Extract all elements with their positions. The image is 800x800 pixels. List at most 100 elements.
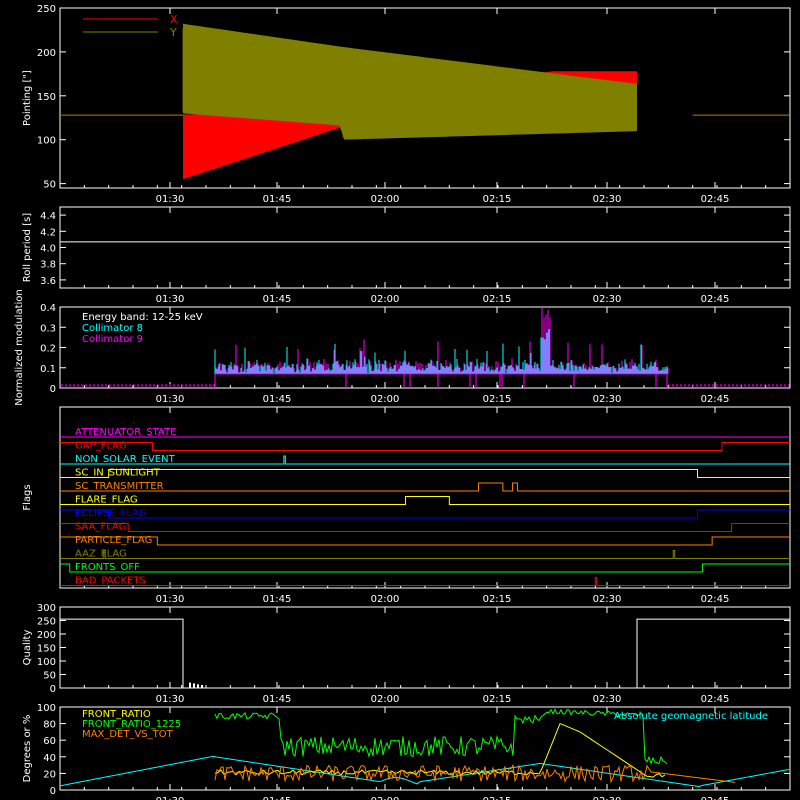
panel-roll: 01:30 01:45 02:00 02:15 02:30 02:45 Roll perio… (22, 206, 791, 305)
x-tick-label: 02:00 (371, 294, 400, 305)
y-tick-label: 60 (43, 736, 56, 747)
legend-label: X (170, 13, 178, 26)
x-tick-label: 02:00 (371, 594, 400, 605)
flag-line (60, 536, 790, 546)
y-tick-label: 150 (37, 644, 56, 655)
y-tick-label: 0.1 (40, 364, 56, 375)
series-Y-oscillation (182, 25, 637, 140)
y-tick-label: 20 (43, 769, 56, 780)
x-tick-label: 02:45 (701, 394, 730, 405)
series-collimator-8 (214, 329, 668, 374)
legend-label: FRONT_RATIO_1225 (82, 719, 181, 730)
series-max-det-vs-tot (214, 763, 736, 784)
y-tick-label: 0 (50, 684, 56, 695)
series-quality-spikes (189, 682, 203, 688)
x-tick-label: 02:30 (593, 694, 622, 705)
flag-line (60, 482, 790, 492)
legend-label: Energy band: 12-25 keV (82, 312, 203, 323)
y-tick-label: 150 (37, 92, 56, 103)
x-tick-label: 01:45 (263, 594, 292, 605)
flag-label: BAD_PACKETS (75, 576, 146, 587)
y-tick-label: 50 (43, 671, 56, 682)
x-tick-label: 02:30 (593, 394, 622, 405)
x-tick-label: 01:30 (156, 694, 185, 705)
panel-quality: 01:30 01:45 02:00 02:15 02:30 02:45 Quality 0 50… (22, 603, 791, 705)
y-tick-label: 100 (37, 657, 56, 668)
x-tick-label: 02:00 (371, 394, 400, 405)
y-tick-label: 80 (43, 720, 56, 731)
panel-flags: 01:30 01:45 02:00 02:15 02:30 02:45 Flags ATTEN… (22, 406, 791, 605)
flag-line (60, 563, 790, 573)
y-axis-label: Degrees or % (22, 715, 33, 783)
x-tick-label: 01:45 (263, 796, 292, 800)
y-tick-label: 0.2 (40, 344, 56, 355)
y-axis-label: Pointing ["] (22, 70, 33, 126)
y-tick-label: 0.3 (40, 323, 56, 334)
x-tick-label: 02:00 (371, 796, 400, 800)
x-tick-label: 01:30 (156, 194, 185, 205)
legend-label: MAX_DET_VS_TOT (82, 729, 174, 740)
x-tick-label: 02:45 (701, 594, 730, 605)
y-tick-label: 250 (37, 4, 56, 15)
x-tick-label: 02:00 (371, 694, 400, 705)
x-tick-label: 02:30 (593, 194, 622, 205)
legend-label: Collimator 8 (82, 323, 143, 334)
x-tick-label: 02:30 (593, 796, 622, 800)
panel-ratios: 01:30 01:45 02:00 02:15 02:30 02:45 Degrees or… (22, 703, 791, 800)
flag-label: FLARE_FLAG (75, 495, 138, 506)
y-tick-label: 100 (37, 703, 56, 714)
x-tick-label: 01:30 (156, 796, 185, 800)
flag-label: NON_SOLAR_EVENT (75, 454, 176, 465)
flag-line (60, 550, 790, 559)
series-geomagnetic-latitude (59, 755, 790, 788)
y-tick-label: 4.0 (40, 244, 56, 255)
x-tick-label: 02:45 (701, 294, 730, 305)
flag-line (60, 455, 790, 465)
y-tick-label: 100 (37, 136, 56, 147)
x-tick-label: 02:15 (483, 594, 512, 605)
series-quality (60, 618, 790, 689)
panel-pointing: 01:30 01:45 02:00 02:15 02:30 02:45 Pointing [… (22, 4, 791, 205)
x-tick-label: 02:30 (593, 294, 622, 305)
legend-label: Y (169, 26, 177, 39)
x-tick-label: 01:30 (156, 594, 185, 605)
flag-line (60, 442, 790, 451)
flag-line (60, 577, 790, 586)
flag-label: SC_IN_SUNLIGHT (75, 468, 161, 479)
flag-line (60, 469, 790, 478)
x-tick-label: 02:45 (701, 796, 730, 800)
panel-modulation: 01:30 01:45 02:00 02:15 02:30 02:45 Normalized… (14, 289, 791, 406)
flag-line (60, 509, 790, 519)
y-axis-label: Normalized modulation (14, 289, 25, 406)
x-tick-label: 02:45 (701, 194, 730, 205)
x-tick-label: 02:15 (483, 294, 512, 305)
y-tick-label: 4.2 (40, 227, 56, 238)
y-tick-label: 0 (50, 384, 56, 395)
x-tick-label: 01:45 (263, 194, 292, 205)
x-tick-label: 02:30 (593, 594, 622, 605)
flag-label: SC_TRANSMITTER (75, 481, 164, 492)
y-tick-label: 40 (43, 753, 56, 764)
x-tick-label: 02:45 (701, 694, 730, 705)
flag-label: ATTENUATOR_STATE (75, 427, 176, 438)
legend-label: FRONT_RATIO (82, 709, 151, 720)
series-collimator-9 (215, 307, 669, 388)
x-tick-label: 01:45 (263, 394, 292, 405)
x-tick-label: 02:15 (483, 796, 512, 800)
x-tick-label: 02:00 (371, 194, 400, 205)
x-tick-label: 02:15 (483, 394, 512, 405)
y-axis-label: Quality (22, 630, 33, 666)
legend-label: Collimator 9 (82, 334, 143, 345)
annotation-label: Absolute geomagnetic latitude (614, 711, 768, 722)
flag-line (60, 523, 790, 532)
flag-label: AAZ_FLAG (75, 549, 127, 560)
y-tick-label: 200 (37, 630, 56, 641)
x-tick-label: 01:45 (263, 694, 292, 705)
flag-label: FRONTS_OFF (75, 562, 140, 573)
x-tick-label: 01:30 (156, 394, 185, 405)
y-tick-label: 3.8 (40, 260, 56, 271)
flag-label: GAP_FLAG (75, 441, 127, 452)
flag-label: PARTICLE_FLAG (75, 535, 152, 546)
y-axis-label: Roll period [s] (22, 213, 33, 282)
